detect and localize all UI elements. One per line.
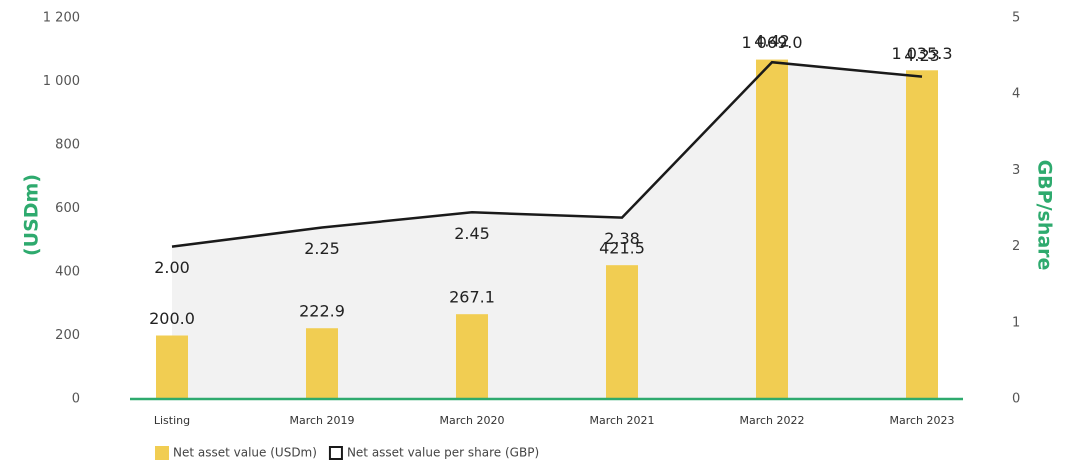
y-axis-label: (USDm): [21, 174, 43, 256]
line-value-label: 2.25: [304, 239, 340, 258]
bar: [906, 70, 938, 400]
y2-tick-label: 3: [1012, 163, 1020, 178]
y-tick-label: 400: [55, 265, 80, 280]
line: [171, 60, 923, 248]
x-tick-label: March 2019: [289, 414, 354, 427]
bar-value-label: 267.1: [449, 288, 495, 307]
bar: [456, 314, 488, 399]
line-value-label: 2.45: [454, 224, 490, 243]
y2-tick-label: 2: [1012, 239, 1020, 254]
legend-label: Net asset value per share (GBP): [347, 446, 539, 460]
bar-value-label: 1 069.0: [741, 33, 802, 52]
y2-tick-label: 0: [1012, 392, 1020, 407]
y2-tick-label: 5: [1012, 11, 1020, 26]
x-tick-label: March 2021: [589, 414, 654, 427]
line-value-label: 2.38: [604, 229, 640, 248]
x-tick-label: March 2022: [739, 414, 804, 427]
x-tick-label: March 2020: [439, 414, 504, 427]
line-value-label: 2.00: [154, 258, 190, 277]
bar-value-label: 421.5: [599, 239, 645, 258]
bar-value-label: 1 035.3: [891, 44, 952, 63]
y-tick-label: 1 000: [43, 74, 80, 89]
bar-value-label: 200.0: [149, 309, 195, 328]
legend-swatch: [155, 446, 169, 460]
y-tick-label: 200: [55, 328, 80, 343]
legend-label: Net asset value (USDm): [173, 446, 317, 460]
bar: [756, 59, 788, 399]
bar-value-label: 222.9: [299, 302, 345, 321]
y2-tick-label: 1: [1012, 315, 1020, 330]
x-tick-label: March 2023: [889, 414, 954, 427]
bar: [606, 265, 638, 399]
y2-axis-label: GBP/share: [1034, 160, 1056, 271]
legend-swatch: [328, 446, 343, 460]
y-tick-label: 1 200: [43, 11, 80, 26]
line-area: [172, 62, 922, 400]
x-tick-label: Listing: [154, 414, 190, 427]
y-tick-label: 600: [55, 201, 80, 216]
y-tick-label: 800: [55, 138, 80, 153]
line-value-label: 4.23: [904, 46, 940, 65]
bar: [306, 328, 338, 399]
line-value-label: 4.42: [754, 32, 790, 51]
y2-tick-label: 4: [1012, 87, 1020, 102]
bar: [156, 335, 188, 399]
y-tick-label: 0: [72, 392, 80, 407]
